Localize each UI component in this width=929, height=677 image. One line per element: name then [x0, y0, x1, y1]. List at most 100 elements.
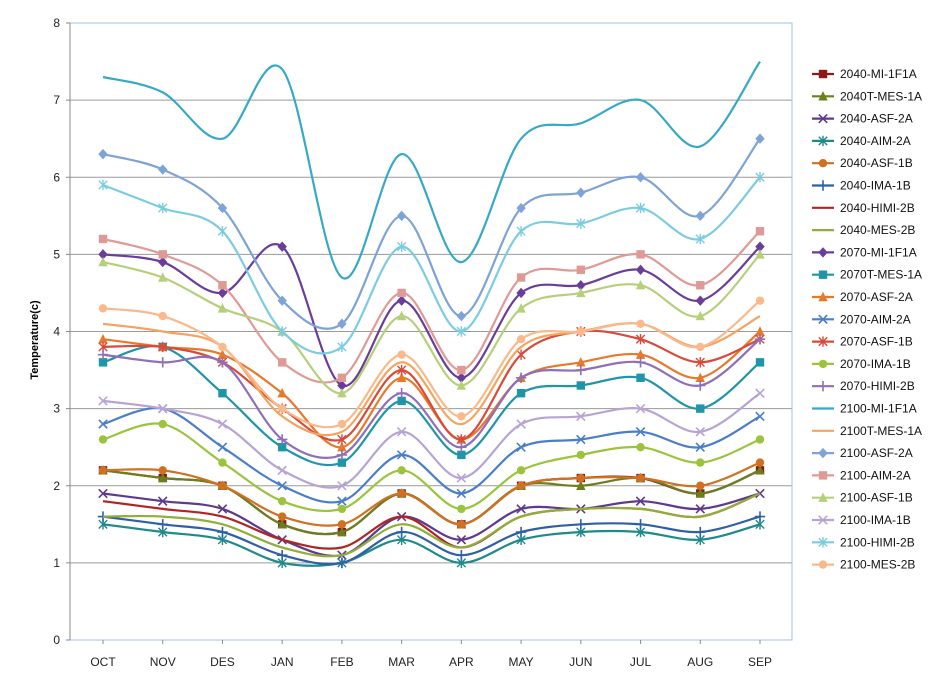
data-point: [516, 273, 526, 282]
legend-item: 2100-ASF-1B: [812, 491, 913, 505]
data-point: [337, 318, 347, 329]
data-point: [337, 434, 347, 445]
data-point: [396, 364, 407, 376]
series-21: [98, 172, 765, 355]
data-point: [98, 488, 108, 499]
data-point: [218, 342, 227, 352]
data-point: [217, 202, 228, 214]
data-point: [636, 473, 645, 483]
legend-label: 2040-AIM-2A: [840, 134, 911, 148]
series-22: [98, 296, 765, 429]
data-point: [635, 349, 646, 359]
legend-marker: [818, 314, 828, 325]
data-point: [277, 442, 287, 452]
y-axis-label: Temperature(c): [29, 300, 41, 380]
x-tick-label: JAN: [271, 655, 294, 669]
data-point: [158, 256, 168, 268]
data-point: [515, 526, 527, 538]
legend-label: 2070-ASF-2A: [840, 290, 913, 304]
legend-label: 2100-HIMI-2B: [840, 535, 915, 549]
data-point: [696, 281, 705, 290]
series-line: [102, 492, 761, 558]
legend-marker: [818, 291, 828, 302]
legend-marker: [817, 381, 829, 392]
x-tick-label: APR: [449, 655, 474, 669]
data-point: [98, 435, 108, 444]
series-10: [98, 326, 765, 452]
data-point: [277, 295, 287, 306]
legend-label: 2100-MI-1F1A: [840, 402, 917, 416]
data-point: [456, 441, 467, 453]
data-point: [396, 450, 407, 460]
data-point: [397, 489, 406, 498]
data-point: [157, 403, 168, 414]
data-point: [277, 326, 287, 337]
data-point: [695, 504, 706, 514]
data-point: [337, 419, 347, 429]
legend-item: 2070-HIMI-2B: [812, 379, 915, 393]
data-point: [696, 404, 705, 413]
legend-item: 2040T-MES-1A: [812, 89, 922, 103]
data-point: [575, 519, 587, 530]
legend-label: 2070-IMA-1B: [840, 357, 911, 371]
legend-label: 2040T-MES-1A: [840, 89, 922, 103]
data-point: [396, 526, 407, 538]
series-line: [102, 138, 761, 330]
legend-label: 2040-MI-1F1A: [840, 67, 917, 81]
data-point: [98, 396, 108, 406]
data-point: [695, 233, 705, 245]
data-point: [576, 327, 586, 336]
data-point: [217, 349, 228, 359]
data-point: [457, 450, 466, 460]
data-point: [277, 404, 287, 413]
data-point: [755, 411, 765, 422]
data-point: [755, 435, 765, 444]
data-point: [158, 272, 168, 282]
data-point: [636, 250, 645, 259]
data-point: [636, 319, 645, 328]
data-point: [337, 458, 347, 467]
data-point: [217, 526, 228, 538]
series-20: [98, 388, 765, 491]
legend-marker: [818, 91, 828, 101]
data-point: [396, 295, 407, 306]
x-tick-label: OCT: [90, 655, 116, 669]
series-8: [98, 241, 765, 391]
data-point: [98, 419, 108, 429]
x-tick-label: JUL: [630, 655, 652, 669]
data-point: [218, 458, 227, 467]
data-point: [277, 241, 287, 252]
y-tick-label: 5: [53, 247, 60, 261]
legend-label: 2100-ASF-2A: [840, 446, 913, 460]
legend-item: 2040-ASF-1B: [812, 156, 913, 170]
data-point: [457, 365, 466, 375]
data-point: [576, 287, 586, 298]
data-point: [755, 465, 765, 475]
series-19: [98, 249, 765, 398]
data-point: [576, 473, 586, 483]
data-point: [337, 496, 347, 506]
data-point: [516, 419, 526, 429]
legend-marker: [818, 359, 828, 369]
data-point: [635, 519, 646, 530]
legend-item: 2040-HIMI-2B: [812, 201, 915, 215]
x-tick-label: FEB: [330, 655, 353, 669]
data-point: [516, 287, 526, 299]
data-point: [755, 133, 765, 144]
data-point: [635, 202, 646, 214]
series-line: [102, 60, 761, 280]
data-point: [576, 381, 586, 390]
data-point: [98, 249, 108, 260]
legend-marker: [818, 113, 828, 124]
legend-label: 2100-ASF-1B: [840, 491, 913, 505]
series-14: [97, 334, 766, 461]
legend-item: 2100-IMA-1B: [812, 513, 911, 527]
legend-marker: [818, 69, 828, 79]
data-point: [635, 172, 646, 183]
data-point: [98, 256, 108, 267]
data-point: [217, 287, 228, 299]
data-point: [696, 458, 705, 467]
y-tick-label: 3: [53, 402, 60, 416]
legend-item: 2070-ASF-2A: [812, 290, 913, 304]
